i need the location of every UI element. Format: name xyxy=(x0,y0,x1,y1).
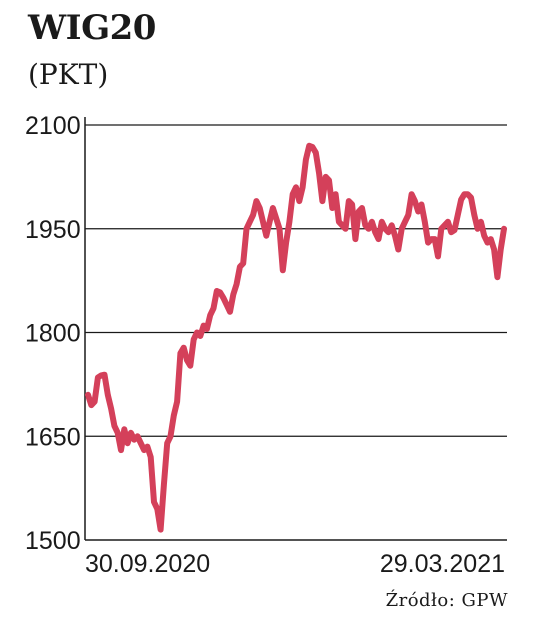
y-tick-label-1950: 1950 xyxy=(25,216,81,244)
gridlines xyxy=(85,124,507,437)
y-tick-label-2100: 2100 xyxy=(25,112,81,140)
axes xyxy=(84,117,507,541)
tick-labels: 1500 1650 1800 1950 2100 30.09.2020 29.03.2021 xyxy=(25,112,505,578)
source-note: Źródło: GPW xyxy=(385,590,508,611)
y-tick-label-1500: 1500 xyxy=(25,527,81,555)
x-tick-label-start: 30.09.2020 xyxy=(85,550,210,578)
chart-title: WIG20 xyxy=(28,8,156,48)
series-layer xyxy=(85,142,507,533)
wig20-series-line xyxy=(85,142,507,533)
x-tick-label-end: 29.03.2021 xyxy=(380,550,505,578)
chart-unit: (PKT) xyxy=(28,58,109,91)
y-tick-label-1650: 1650 xyxy=(25,423,81,451)
y-tick-label-1800: 1800 xyxy=(25,320,81,348)
